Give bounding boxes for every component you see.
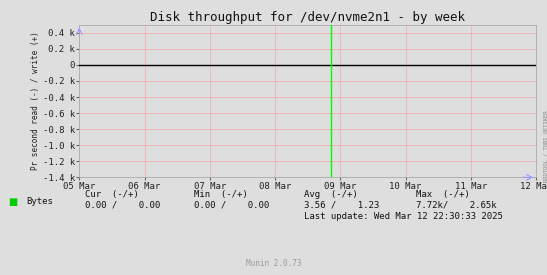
Text: 0.00 /    0.00: 0.00 / 0.00	[194, 201, 270, 210]
Text: Avg  (-/+): Avg (-/+)	[304, 190, 357, 199]
Y-axis label: Pr second read (-) / write (+): Pr second read (-) / write (+)	[31, 32, 40, 170]
Text: 3.56 /    1.23: 3.56 / 1.23	[304, 201, 379, 210]
Text: RRDTOOL / TOBI OETIKER: RRDTOOL / TOBI OETIKER	[543, 110, 547, 182]
Text: Min  (-/+): Min (-/+)	[194, 190, 248, 199]
Text: Max  (-/+): Max (-/+)	[416, 190, 469, 199]
Text: Cur  (-/+): Cur (-/+)	[85, 190, 138, 199]
Text: 0.00 /    0.00: 0.00 / 0.00	[85, 201, 160, 210]
Text: Last update: Wed Mar 12 22:30:33 2025: Last update: Wed Mar 12 22:30:33 2025	[304, 212, 503, 221]
Text: ■: ■	[8, 197, 18, 207]
Text: Bytes: Bytes	[26, 197, 53, 206]
Title: Disk throughput for /dev/nvme2n1 - by week: Disk throughput for /dev/nvme2n1 - by we…	[150, 10, 465, 24]
Text: Munin 2.0.73: Munin 2.0.73	[246, 259, 301, 268]
Text: 7.72k/    2.65k: 7.72k/ 2.65k	[416, 201, 496, 210]
